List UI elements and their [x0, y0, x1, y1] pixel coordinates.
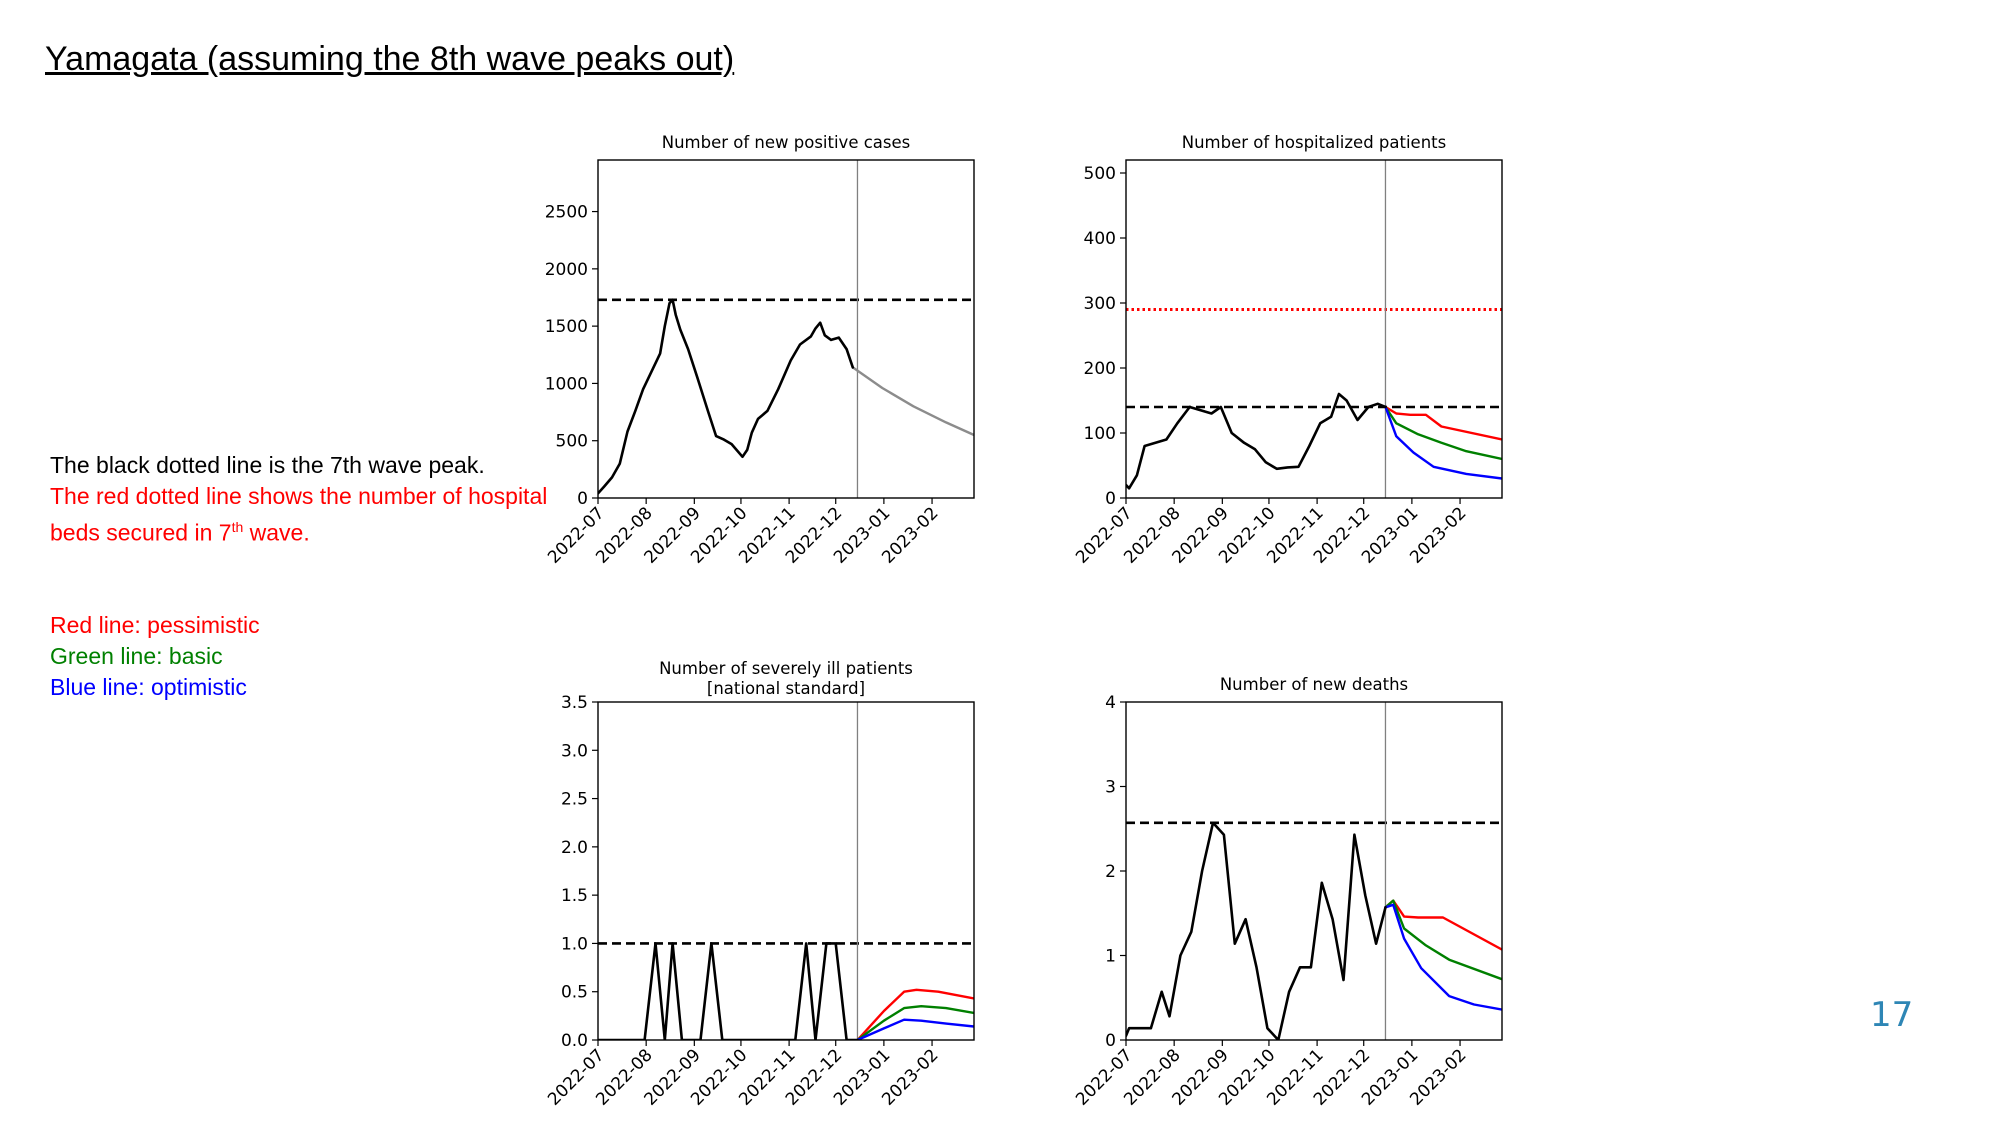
y-tick-label: 1: [1105, 947, 1116, 967]
y-tick-label: 500: [1084, 164, 1116, 184]
chart-title: Number of severely ill patients: [659, 659, 913, 678]
plot-frame: [1125, 159, 1503, 499]
y-tick-label: 1500: [545, 317, 588, 337]
y-tick-label: 2: [1105, 862, 1116, 882]
y-tick-label: 3.0: [561, 741, 588, 761]
plot-frame: [597, 701, 975, 1041]
y-tick-label: 0: [1105, 489, 1116, 509]
series-line-optimistic: [1384, 405, 1502, 480]
y-tick-label: 3: [1105, 778, 1116, 798]
y-tick-label: 1.0: [561, 934, 588, 954]
chart-title: Number of hospitalized patients: [1182, 133, 1446, 152]
legend-pessimistic: Red line: pessimistic: [50, 612, 260, 638]
note-beds-tail: wave.: [243, 519, 310, 546]
series-line-pessimistic: [1384, 405, 1502, 441]
chart-panel-2: Number of hospitalized patients 0 100 200 30…: [1072, 133, 1503, 568]
plot-frame: [1125, 701, 1503, 1041]
series-line-basic: [1384, 405, 1502, 461]
plot-area: [598, 160, 974, 498]
y-tick-label: 0.0: [561, 1031, 588, 1051]
y-tick-label: 400: [1084, 229, 1116, 249]
note-peak-line: The black dotted line is the 7th wave pe…: [50, 452, 485, 478]
chart-panel-1: Number of new positive cases 0 500 1000 1500…: [544, 133, 975, 568]
note-beds-sup: th: [231, 519, 244, 535]
y-tick-label: 2000: [545, 260, 588, 280]
y-tick-label: 0.5: [561, 983, 588, 1003]
y-tick-label: 0: [577, 489, 588, 509]
plot-area: [598, 702, 974, 1040]
series-line-pessimistic: [856, 988, 974, 1040]
slide-title: Yamagata (assuming the 8th wave peaks ou…: [45, 40, 735, 78]
chart-panel-3: Number of severely ill patients[national…: [544, 659, 975, 1110]
scenario-legend: Red line: pessimistic Green line: basic …: [50, 610, 470, 703]
chart-subtitle: [national standard]: [707, 679, 865, 698]
y-tick-label: 1000: [545, 374, 588, 394]
plot-area: [1126, 160, 1502, 498]
chart-panel-4: Number of new deaths012342022-072022-082…: [1072, 675, 1503, 1110]
chart-title: Number of new positive cases: [662, 133, 911, 152]
y-tick-label: 0: [1105, 1031, 1116, 1051]
y-tick-label: 2.5: [561, 790, 588, 810]
y-tick-label: 300: [1084, 294, 1116, 314]
series-line-basic: [1384, 899, 1502, 981]
legend-optimistic: Blue line: optimistic: [50, 674, 247, 700]
y-tick-label: 100: [1084, 424, 1116, 444]
series-line-optimistic: [1384, 903, 1502, 1011]
y-tick-label: 3.5: [561, 693, 588, 713]
series-line-basic: [856, 1005, 974, 1040]
y-tick-label: 2500: [545, 203, 588, 223]
series-line-optimistic: [856, 1018, 974, 1040]
y-tick-label: 500: [556, 432, 588, 452]
y-tick-label: 1.5: [561, 886, 588, 906]
y-tick-label: 4: [1105, 693, 1116, 713]
y-tick-label: 200: [1084, 359, 1116, 379]
note-beds-text: The red dotted line shows the number of …: [50, 483, 548, 546]
series-line-projection: [851, 366, 974, 437]
notes-block: The black dotted line is the 7th wave pe…: [50, 450, 550, 549]
legend-basic: Green line: basic: [50, 643, 223, 669]
series-line-observed: [1126, 821, 1387, 1040]
plot-frame: [597, 159, 975, 499]
plot-area: [1126, 702, 1502, 1040]
page-number: 17: [1870, 995, 1914, 1035]
chart-title: Number of new deaths: [1220, 675, 1408, 694]
note-beds-line: The red dotted line shows the number of …: [50, 481, 550, 549]
series-line-observed: [598, 298, 855, 495]
series-line-observed: [1126, 392, 1387, 490]
y-tick-label: 2.0: [561, 838, 588, 858]
series-line-observed: [598, 942, 859, 1040]
